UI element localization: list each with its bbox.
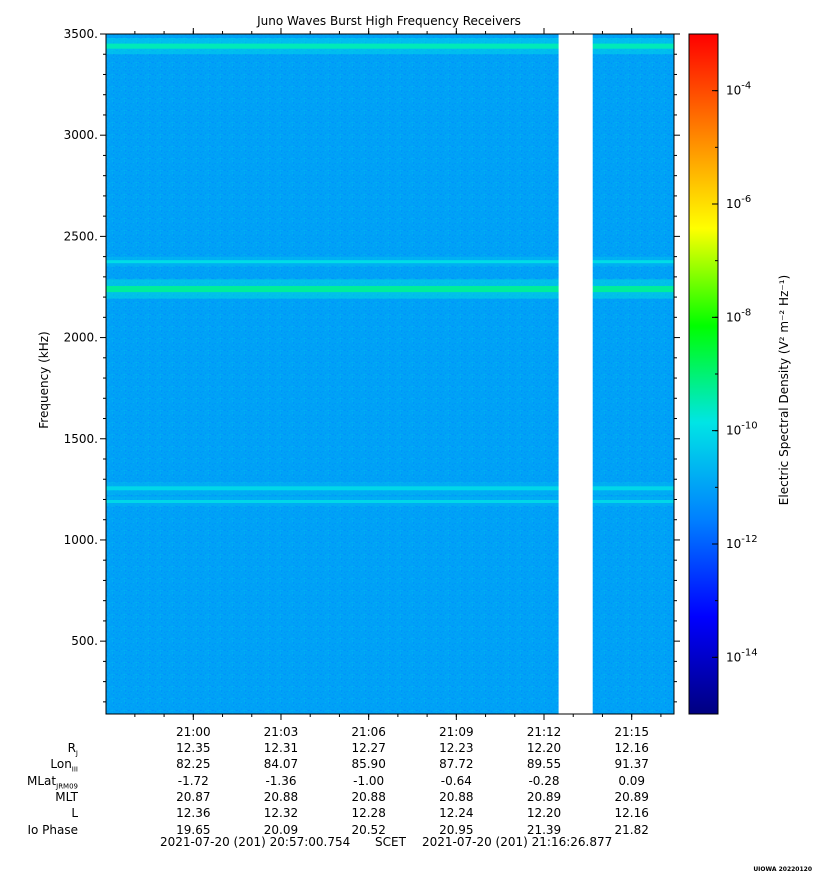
ephemeris-value: 20.95 xyxy=(439,822,474,837)
y-tick-label-6: 3500. xyxy=(64,27,98,41)
ephemeris-value: 12.31 xyxy=(263,741,299,755)
ephemeris-label-3: MLT xyxy=(55,789,78,804)
colorbar-gradient xyxy=(688,33,719,715)
ephemeris-value: -0.28 xyxy=(528,773,560,788)
colorbar-tick-label-5: 10-14 xyxy=(726,647,758,664)
colorbar-label: Electric Spectral Density (V² m⁻² Hz⁻¹) xyxy=(777,275,791,505)
ephemeris-value: 19.65 xyxy=(176,822,211,837)
colorbar-tick-label-2: 10-8 xyxy=(726,307,751,324)
colorbar-tick-label-3: 10-10 xyxy=(726,421,758,438)
x-tick-label-4: 21:12 xyxy=(527,725,562,739)
footer-scet: SCET xyxy=(375,835,406,849)
ephemeris-value: 85.90 xyxy=(351,757,386,772)
y-axis-label: Frequency (kHz) xyxy=(37,331,51,428)
ephemeris-value: 20.87 xyxy=(176,789,211,804)
ephemeris-value: 12.24 xyxy=(439,806,474,821)
ephemeris-value: 12.20 xyxy=(526,741,562,755)
ephemeris-value: 91.37 xyxy=(614,757,649,772)
ephemeris-label-1: LonIII xyxy=(50,757,78,774)
y-tick-label-2: 1500. xyxy=(64,432,98,446)
ephemeris-value: 84.07 xyxy=(263,757,299,772)
ephemeris-value: 12.23 xyxy=(439,741,474,755)
ephemeris-value: -1.00 xyxy=(353,773,385,788)
ephemeris-value: 20.89 xyxy=(526,789,562,804)
ephemeris-value: -1.36 xyxy=(265,773,297,788)
ephemeris-value: 12.32 xyxy=(263,806,299,821)
emission-band-2 xyxy=(106,286,674,293)
x-axis: 21:00 21:03 21:06 21:09 21:12 21:15 xyxy=(134,28,662,739)
x-tick-label-1: 21:03 xyxy=(264,725,299,739)
ephemeris-value: 82.25 xyxy=(176,757,211,772)
chart-title: Juno Waves Burst High Frequency Receiver… xyxy=(256,14,521,28)
ephemeris-label-0: RJ xyxy=(67,741,78,758)
emission-band-0 xyxy=(106,43,674,49)
ephemeris-value: 12.16 xyxy=(614,741,649,755)
plot-frame xyxy=(105,33,675,715)
ephemeris-value: -0.64 xyxy=(440,773,472,788)
data-gap xyxy=(558,34,593,714)
y-tick-label-4: 2500. xyxy=(64,229,98,243)
colorbar: 10-4 10-6 10-8 10-10 10-12 10-14 xyxy=(688,33,758,715)
ephemeris-value: 87.72 xyxy=(439,757,474,772)
colorbar-tick-label-1: 10-6 xyxy=(726,194,751,211)
ephemeris-value: 20.88 xyxy=(439,789,474,804)
ephemeris-value: 12.35 xyxy=(176,741,211,755)
ephemeris-label-5: Io Phase xyxy=(27,822,78,837)
footer-start-time: 2021-07-20 (201) 20:57:00.754 xyxy=(160,835,351,849)
ephemeris-value: 12.28 xyxy=(351,806,386,821)
x-tick-label-0: 21:00 xyxy=(176,725,211,739)
ephemeris-value: 89.55 xyxy=(526,757,562,772)
colorbar-tick-label-0: 10-4 xyxy=(726,81,751,98)
ephemeris-value: 20.52 xyxy=(351,822,386,837)
y-tick-label-0: 500. xyxy=(71,634,98,648)
y-tick-label-1: 1000. xyxy=(64,533,98,547)
y-tick-label-3: 2000. xyxy=(64,331,98,345)
plot-area xyxy=(105,33,675,715)
ephemeris-value: 12.27 xyxy=(351,741,386,755)
ephemeris-value: 12.20 xyxy=(526,806,562,821)
ephemeris-value: 20.89 xyxy=(614,789,649,804)
x-tick-label-3: 21:09 xyxy=(439,725,474,739)
ephemeris-value: 0.09 xyxy=(618,773,646,788)
footer-end-time: 2021-07-20 (201) 21:16:26.877 xyxy=(422,835,613,849)
ephemeris-value: 20.88 xyxy=(263,789,299,804)
y-tick-label-5: 3000. xyxy=(64,128,98,142)
emission-band-4 xyxy=(106,500,674,503)
ephemeris-value: 21.82 xyxy=(614,822,649,837)
ephemeris-label-2: MLatJRM09 xyxy=(27,773,78,790)
emission-band-3 xyxy=(106,486,674,491)
ephemeris-value: 12.36 xyxy=(176,806,211,821)
ephemeris-value: 21.39 xyxy=(526,822,562,837)
x-tick-label-5: 21:15 xyxy=(614,725,649,739)
x-tick-label-2: 21:06 xyxy=(351,725,386,739)
ephemeris-value: 20.09 xyxy=(263,822,299,837)
ephemeris-value: 12.16 xyxy=(614,806,649,821)
ephemeris-value: -1.72 xyxy=(177,773,209,788)
y-axis: 500. 1000. 1500. 2000. 2500. 3000. 3500. xyxy=(64,27,680,703)
credit-label: UIOWA 20220120 xyxy=(753,866,812,873)
ephemeris-label-4: L xyxy=(71,806,78,821)
emission-band-1 xyxy=(106,260,674,264)
ephemeris-value: 20.88 xyxy=(351,789,386,804)
colorbar-tick-label-4: 10-12 xyxy=(726,534,758,551)
